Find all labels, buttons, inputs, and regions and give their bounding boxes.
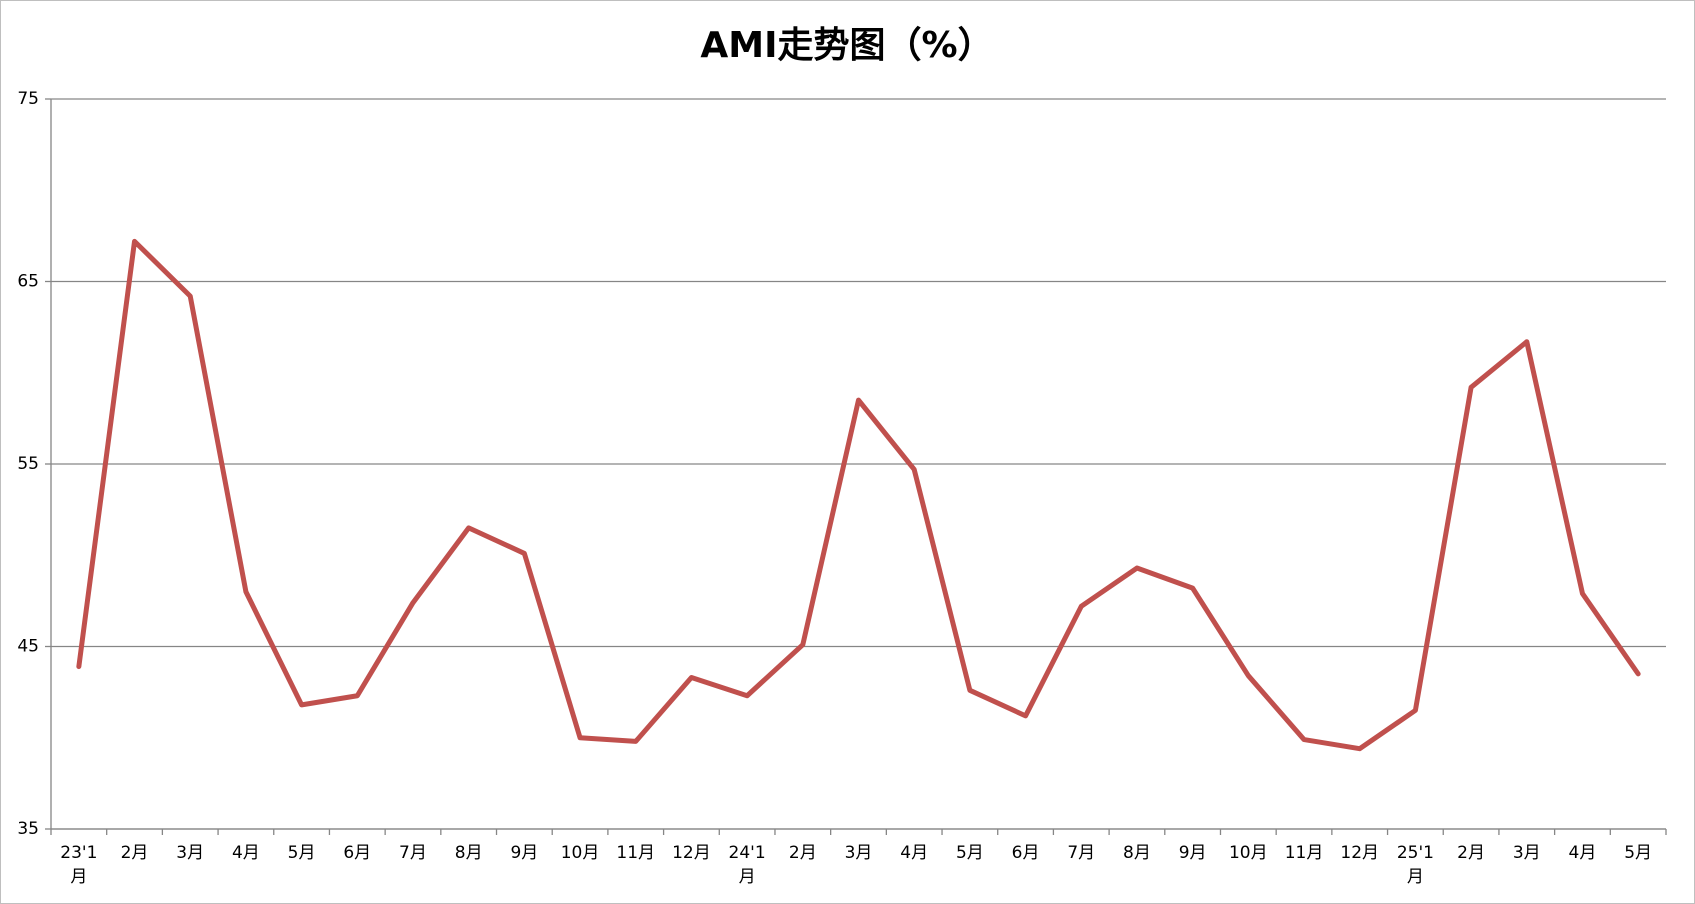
data-line (76, 238, 1641, 752)
x-tick-label: 23'1月 (60, 843, 98, 887)
y-tick-label: 45 (17, 637, 39, 657)
x-tick-label: 12月 (672, 843, 711, 863)
x-tick-label: 6月 (1011, 843, 1040, 863)
x-tick-label: 3月 (176, 843, 205, 863)
x-tick-label: 6月 (343, 843, 372, 863)
x-tick-label: 11月 (616, 843, 656, 863)
x-tick-label: 7月 (1067, 843, 1096, 863)
x-tick-label: 2月 (1457, 843, 1485, 863)
x-tick-label: 3月 (844, 843, 873, 863)
x-tick-label: 5月 (287, 843, 316, 863)
x-tick-label: 10月 (1228, 843, 1268, 863)
x-tick-label: 9月 (1178, 843, 1207, 863)
x-tick-label: 5月 (1624, 843, 1653, 863)
y-tick-label: 65 (17, 272, 39, 292)
x-tick-label: 9月 (510, 843, 539, 863)
x-tick-label: 5月 (955, 843, 984, 863)
x-tick-label: 24'1月 (728, 843, 766, 887)
x-tick-label: 4月 (1568, 843, 1597, 863)
x-tick-label: 8月 (454, 843, 483, 863)
chart-title: AMI走势图（%） (700, 25, 993, 66)
x-tick-label: 11月 (1284, 843, 1324, 863)
x-tick-label: 25'1月 (1396, 843, 1434, 887)
x-tick-label: 4月 (900, 843, 929, 863)
y-tick-label: 35 (17, 819, 39, 839)
x-tick-label: 7月 (399, 843, 427, 863)
x-tick-label: 8月 (1123, 843, 1151, 863)
x-tick-label: 12月 (1340, 843, 1380, 863)
x-tick-label: 4月 (231, 843, 260, 863)
x-tick-label: 10月 (560, 843, 600, 863)
x-tick-label: 3月 (1512, 843, 1541, 863)
x-tick-label: 2月 (120, 843, 149, 863)
y-tick-label: 55 (17, 454, 39, 474)
x-tick-label: 2月 (788, 843, 817, 863)
y-tick-label: 75 (17, 89, 39, 109)
